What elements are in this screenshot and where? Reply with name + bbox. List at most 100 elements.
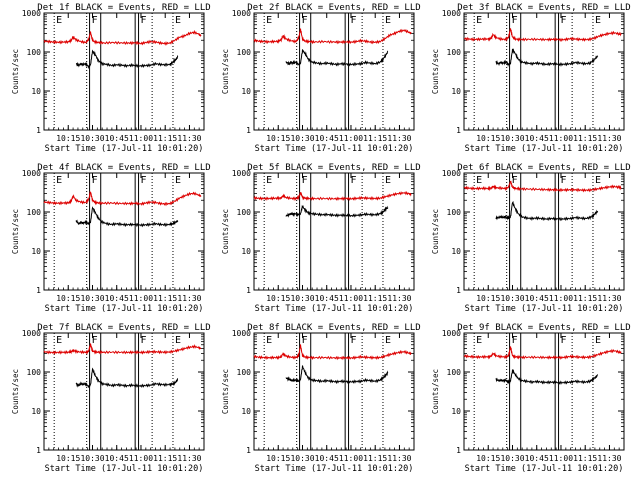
marker-letter: E: [266, 15, 272, 26]
series-line-lld: [253, 191, 412, 201]
marker-letter: F: [512, 335, 518, 346]
series-line-events: [495, 200, 599, 222]
marker-letter: E: [56, 175, 62, 186]
marker-letter: E: [385, 335, 391, 346]
x-tick-label: 10:30: [290, 134, 314, 143]
marker-letter: F: [512, 175, 518, 186]
series-line-lld: [43, 29, 202, 46]
y-tick-label: 1000: [232, 9, 251, 18]
x-tick-label: 10:45: [315, 134, 339, 143]
x-tick-label: 10:45: [105, 454, 129, 463]
y-axis-label: Counts/sec: [431, 49, 440, 94]
y-axis-label: Counts/sec: [11, 369, 20, 414]
x-tick-label: 11:15: [573, 294, 597, 303]
x-tick-label: 10:30: [500, 134, 524, 143]
x-tick-label: 10:30: [290, 454, 314, 463]
x-tick-label: 11:15: [153, 134, 177, 143]
chart-title: Det 1f BLACK = Events, RED = LLD: [37, 3, 210, 13]
y-tick-label: 1: [456, 286, 461, 295]
marker-letter: E: [476, 335, 482, 346]
x-tick-label: 11:15: [573, 454, 597, 463]
x-tick-label: 11:00: [129, 294, 153, 303]
x-tick-label: 11:00: [129, 134, 153, 143]
plot-frame: [253, 172, 415, 291]
x-axis-label: Start Time (17-Jul-11 10:01:20): [255, 464, 414, 474]
chart-title: Det 8f BLACK = Events, RED = LLD: [247, 323, 420, 333]
chart-panel-4: Det 4f BLACK = Events, RED = LLD 1 10 100 10…: [11, 163, 211, 314]
chart-panel-3: Det 3f BLACK = Events, RED = LLD 1 10 100 10…: [431, 3, 631, 154]
x-tick-label: 11:15: [153, 294, 177, 303]
marker-letter: E: [595, 335, 601, 346]
marker-letter: F: [351, 175, 357, 186]
plot-frame: [463, 332, 625, 451]
chart-panel-6: Det 6f BLACK = Events, RED = LLD 1 10 100 10…: [431, 163, 631, 314]
y-tick-label: 10: [31, 407, 41, 416]
y-tick-label: 1000: [232, 169, 251, 178]
y-tick-label: 1: [246, 126, 251, 135]
marker-letter: E: [56, 335, 62, 346]
plot-frame: [43, 332, 205, 451]
x-tick-label: 11:15: [363, 454, 387, 463]
plot-frame: [253, 332, 415, 451]
y-tick-label: 1000: [22, 169, 41, 178]
y-tick-label: 1000: [442, 9, 461, 18]
x-tick-label: 11:30: [177, 294, 201, 303]
x-axis-label: Start Time (17-Jul-11 10:01:20): [255, 144, 414, 154]
x-axis-label: Start Time (17-Jul-11 10:01:20): [45, 464, 204, 474]
x-tick-label: 10:30: [290, 294, 314, 303]
series-line-events: [495, 48, 599, 68]
x-tick-label: 11:15: [153, 454, 177, 463]
x-axis-label: Start Time (17-Jul-11 10:01:20): [45, 144, 204, 154]
y-tick-label: 100: [27, 368, 42, 377]
series-line-events: [285, 49, 389, 67]
marker-letter: E: [476, 15, 482, 26]
chart-panel-9: Det 9f BLACK = Events, RED = LLD 1 10 100 10…: [431, 323, 631, 474]
series-line-events: [495, 369, 598, 385]
x-tick-label: 10:30: [80, 454, 104, 463]
marker-letter: E: [385, 175, 391, 186]
x-tick-label: 10:45: [315, 454, 339, 463]
series-line-lld: [253, 28, 412, 45]
marker-letter: F: [92, 335, 98, 346]
plot-frame: [463, 12, 625, 131]
y-tick-label: 1000: [22, 329, 41, 338]
x-tick-label: 11:15: [573, 134, 597, 143]
x-tick-label: 11:00: [339, 294, 363, 303]
marker-letter: E: [385, 15, 391, 26]
marker-letter: F: [351, 335, 357, 346]
y-tick-label: 1: [246, 446, 251, 455]
marker-letter: E: [175, 15, 181, 26]
marker-letter: F: [92, 15, 98, 26]
y-tick-label: 10: [241, 87, 251, 96]
y-tick-label: 100: [447, 368, 462, 377]
chart-panel-8: Det 8f BLACK = Events, RED = LLD 1 10 100 10…: [221, 323, 421, 474]
y-tick-label: 10: [451, 247, 461, 256]
x-axis-label: Start Time (17-Jul-11 10:01:20): [255, 304, 414, 314]
marker-letter: E: [595, 15, 601, 26]
series-line-lld: [253, 344, 412, 361]
series-line-lld: [43, 343, 202, 355]
x-tick-label: 10:15: [56, 134, 80, 143]
marker-letter: F: [512, 15, 518, 26]
plot-frame: [43, 12, 205, 131]
chart-panel-5: Det 5f BLACK = Events, RED = LLD 1 10 100 10…: [221, 163, 421, 314]
y-axis-label: Counts/sec: [221, 49, 230, 94]
series-line-events: [285, 204, 389, 218]
x-axis-label: Start Time (17-Jul-11 10:01:20): [465, 304, 624, 314]
marker-letter: F: [561, 335, 567, 346]
y-axis-label: Counts/sec: [11, 49, 20, 94]
x-tick-label: 10:30: [80, 134, 104, 143]
marker-letter: E: [175, 335, 181, 346]
marker-letter: F: [351, 15, 357, 26]
y-tick-label: 1: [456, 126, 461, 135]
y-axis-label: Counts/sec: [221, 369, 230, 414]
series-line-lld: [43, 190, 202, 207]
y-tick-label: 1: [246, 286, 251, 295]
x-tick-label: 10:15: [476, 454, 500, 463]
y-tick-label: 10: [451, 87, 461, 96]
y-tick-label: 100: [27, 208, 42, 217]
x-tick-label: 11:30: [177, 134, 201, 143]
x-tick-label: 10:15: [266, 294, 290, 303]
y-tick-label: 10: [241, 407, 251, 416]
plot-frame: [253, 12, 415, 131]
